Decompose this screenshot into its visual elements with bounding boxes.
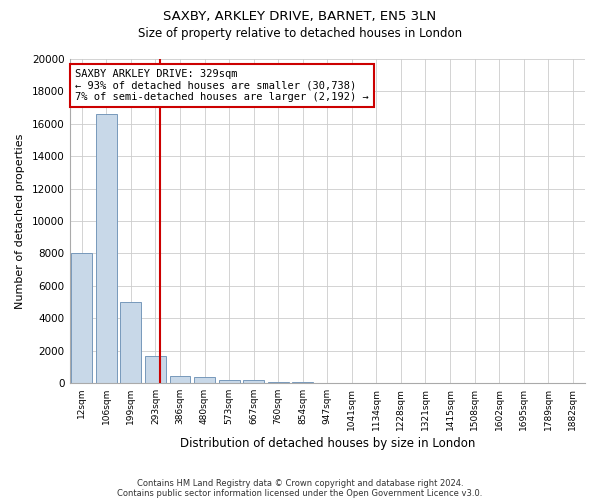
Bar xyxy=(170,376,190,383)
Text: Contains HM Land Registry data © Crown copyright and database right 2024.: Contains HM Land Registry data © Crown c… xyxy=(137,478,463,488)
Bar xyxy=(268,382,289,383)
Bar xyxy=(145,356,166,383)
Y-axis label: Number of detached properties: Number of detached properties xyxy=(15,134,25,308)
Bar xyxy=(194,378,215,383)
Bar xyxy=(218,380,239,383)
Text: SAXBY, ARKLEY DRIVE, BARNET, EN5 3LN: SAXBY, ARKLEY DRIVE, BARNET, EN5 3LN xyxy=(163,10,437,23)
Text: Size of property relative to detached houses in London: Size of property relative to detached ho… xyxy=(138,28,462,40)
Text: Contains public sector information licensed under the Open Government Licence v3: Contains public sector information licen… xyxy=(118,488,482,498)
Bar xyxy=(292,382,313,383)
Bar xyxy=(243,380,264,383)
Text: SAXBY ARKLEY DRIVE: 329sqm
← 93% of detached houses are smaller (30,738)
7% of s: SAXBY ARKLEY DRIVE: 329sqm ← 93% of deta… xyxy=(75,68,368,102)
Bar xyxy=(71,252,92,383)
Bar xyxy=(121,302,142,383)
X-axis label: Distribution of detached houses by size in London: Distribution of detached houses by size … xyxy=(179,437,475,450)
Bar xyxy=(96,114,117,383)
